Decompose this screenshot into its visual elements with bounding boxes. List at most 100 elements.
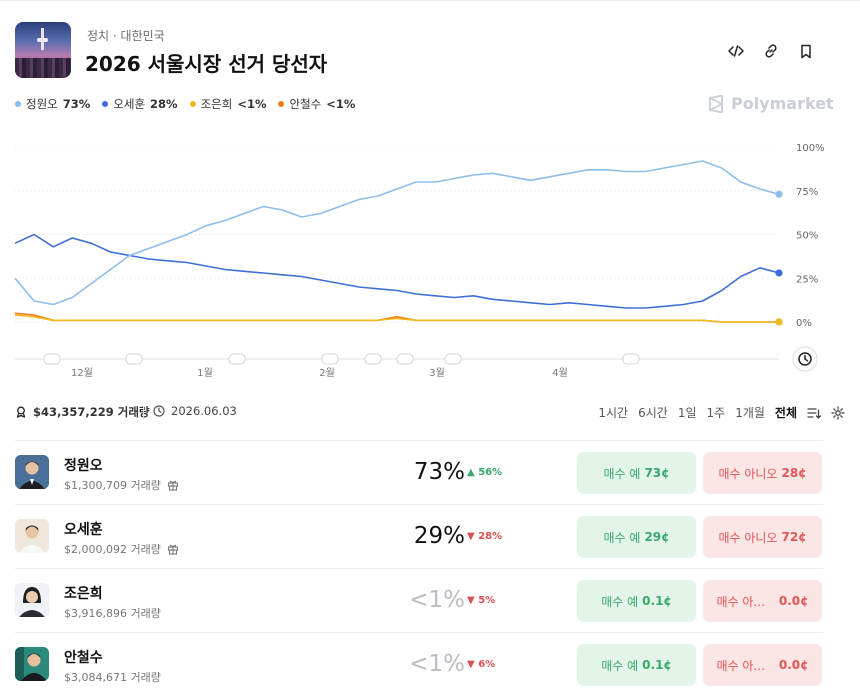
chart-legend: 정원오 73% 오세훈 28% 조은희 <1% 안철수 <1% bbox=[15, 96, 355, 112]
breadcrumb[interactable]: 정치 · 대한민국 bbox=[87, 29, 165, 43]
buy-yes-button[interactable]: 매수 예 73¢ bbox=[577, 452, 696, 494]
end-date: 2026.06.03 bbox=[153, 404, 237, 418]
sort-icon[interactable] bbox=[807, 407, 821, 419]
legend-value: <1% bbox=[326, 97, 356, 111]
series-endpoint bbox=[775, 190, 783, 198]
buy-no-label: 매수 아... bbox=[716, 594, 765, 609]
y-tick-label: 100% bbox=[796, 143, 825, 154]
timeline-marker bbox=[364, 353, 382, 365]
legend-dot bbox=[102, 101, 109, 107]
change-down-icon: ▼ bbox=[467, 595, 475, 606]
outcome-list: 정원오 $1,300,709 거래량 73% ▲ 56% 매수 예 73¢ 매수 … bbox=[15, 440, 823, 696]
candidate-name[interactable]: 안철수 bbox=[64, 650, 103, 666]
range-all[interactable]: 전체 bbox=[774, 406, 797, 420]
range-1w[interactable]: 1주 bbox=[706, 406, 726, 420]
change-value: 6% bbox=[478, 659, 496, 670]
buy-yes-label: 매수 예 bbox=[603, 466, 641, 481]
candidate-volume: $3,084,671 거래량 bbox=[64, 669, 161, 685]
buy-yes-button[interactable]: 매수 예 29¢ bbox=[577, 516, 696, 558]
candidate-name[interactable]: 조은희 bbox=[64, 586, 103, 602]
gift-icon[interactable] bbox=[167, 543, 179, 555]
series-line bbox=[14, 233, 780, 309]
buy-yes-price: 0.1¢ bbox=[642, 658, 672, 672]
timeline-marker bbox=[125, 353, 143, 365]
change-up-icon: ▲ bbox=[467, 467, 475, 478]
buy-no-price: 0.0¢ bbox=[778, 658, 809, 672]
buy-no-price: 72¢ bbox=[781, 530, 807, 544]
change-value: 56% bbox=[478, 467, 503, 478]
market-header: 정치 · 대한민국 2026 서울시장 선거 당선자 bbox=[15, 22, 845, 80]
timeline-marker bbox=[622, 353, 640, 365]
legend-name: 정원오 bbox=[26, 97, 58, 111]
buy-no-button[interactable]: 매수 아... 0.0¢ bbox=[703, 580, 822, 622]
avatar bbox=[15, 455, 49, 489]
range-1h[interactable]: 1시간 bbox=[598, 406, 629, 420]
y-tick-label: 75% bbox=[796, 187, 818, 198]
candidate-volume-text: $2,000,092 거래량 bbox=[64, 543, 161, 556]
probability-change: ▼ 6% bbox=[467, 659, 495, 670]
buy-no-button[interactable]: 매수 아니오 28¢ bbox=[703, 452, 822, 494]
chart-svg[interactable]: 100% 75% 50% 25% 0% 12월 1월 2월 3월 4월 bbox=[0, 130, 860, 390]
outcome-row[interactable]: 조은희 $3,916,896 거래량 <1% ▼ 5% 매수 예 0.1¢ 매수 … bbox=[15, 568, 823, 632]
y-tick-label: 0% bbox=[796, 318, 812, 329]
candidate-volume: $2,000,092 거래량 bbox=[64, 541, 179, 557]
buy-no-button[interactable]: 매수 아니오 72¢ bbox=[703, 516, 822, 558]
link-icon[interactable] bbox=[760, 40, 782, 62]
volume-text: $43,357,229 거래량 bbox=[33, 405, 150, 419]
range-1m[interactable]: 1개월 bbox=[735, 406, 765, 420]
price-chart[interactable]: 100% 75% 50% 25% 0% 12월 1월 2월 3월 4월 bbox=[0, 130, 860, 390]
avatar bbox=[15, 583, 49, 617]
candidate-name[interactable]: 정원오 bbox=[64, 458, 103, 474]
legend-item: 정원오 73% bbox=[15, 96, 90, 112]
range-6h[interactable]: 6시간 bbox=[638, 406, 668, 420]
avatar bbox=[15, 519, 49, 553]
candidate-name[interactable]: 오세훈 bbox=[64, 522, 103, 538]
buy-yes-price: 0.1¢ bbox=[642, 594, 672, 608]
settings-icon[interactable] bbox=[831, 405, 845, 420]
buy-no-button[interactable]: 매수 아... 0.0¢ bbox=[703, 644, 822, 686]
legend-dot bbox=[15, 101, 21, 107]
legend-item: 조은희 <1% bbox=[189, 96, 266, 112]
bookmark-icon[interactable] bbox=[795, 40, 817, 62]
legend-item: 오세훈 28% bbox=[102, 96, 178, 112]
probability-change: ▼ 5% bbox=[467, 595, 495, 606]
buy-no-label: 매수 아... bbox=[716, 658, 765, 673]
date-text: 2026.06.03 bbox=[171, 404, 237, 418]
outcome-row[interactable]: 오세훈 $2,000,092 거래량 29% ▼ 28% 매수 예 29¢ 매수 … bbox=[15, 504, 823, 568]
series-endpoint bbox=[775, 269, 783, 277]
probability-change: ▲ 56% bbox=[467, 467, 502, 478]
history-clock-icon[interactable] bbox=[792, 346, 818, 372]
legend-item: 안철수 <1% bbox=[278, 96, 355, 112]
series-endpoint bbox=[775, 318, 783, 326]
outcome-probability: <1% bbox=[409, 587, 465, 613]
buy-no-price: 28¢ bbox=[781, 466, 807, 480]
change-down-icon: ▼ bbox=[467, 659, 475, 670]
buy-no-label: 매수 아니오 bbox=[718, 530, 778, 545]
candidate-volume-text: $1,300,709 거래량 bbox=[64, 479, 161, 492]
clock-icon bbox=[153, 405, 165, 417]
probability-change: ▼ 28% bbox=[467, 531, 502, 542]
candidate-volume-text: $3,916,896 거래량 bbox=[64, 607, 161, 620]
embed-icon[interactable] bbox=[725, 40, 747, 62]
buy-yes-label: 매수 예 bbox=[603, 530, 641, 545]
legend-value: 28% bbox=[150, 97, 178, 111]
buy-yes-button[interactable]: 매수 예 0.1¢ bbox=[577, 580, 696, 622]
legend-dot bbox=[189, 101, 196, 107]
buy-yes-label: 매수 예 bbox=[601, 658, 639, 673]
timeline-marker bbox=[396, 353, 414, 365]
outcome-row[interactable]: 안철수 $3,084,671 거래량 <1% ▼ 6% 매수 예 0.1¢ 매수 … bbox=[15, 632, 823, 696]
buy-yes-price: 73¢ bbox=[644, 466, 670, 480]
change-value: 5% bbox=[478, 595, 496, 606]
gift-icon[interactable] bbox=[167, 479, 179, 491]
candidate-volume-text: $3,084,671 거래량 bbox=[64, 671, 161, 684]
legend-name: 안철수 bbox=[289, 97, 322, 111]
change-down-icon: ▼ bbox=[467, 531, 475, 542]
buy-yes-button[interactable]: 매수 예 0.1¢ bbox=[577, 644, 696, 686]
legend-value: 73% bbox=[62, 97, 91, 111]
outcome-row[interactable]: 정원오 $1,300,709 거래량 73% ▲ 56% 매수 예 73¢ 매수 … bbox=[15, 440, 823, 504]
y-tick-label: 25% bbox=[796, 274, 818, 285]
y-tick-label: 50% bbox=[796, 231, 818, 242]
x-tick-label: 2월 bbox=[319, 367, 335, 379]
market-stats: $43,357,229 거래량 2026.06.03 1시간 6시간 1일 1주… bbox=[15, 404, 845, 424]
range-1d[interactable]: 1일 bbox=[677, 406, 697, 420]
